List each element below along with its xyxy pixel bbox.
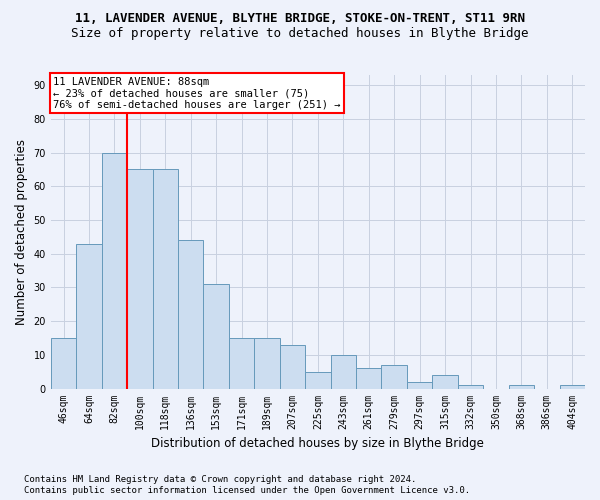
- Bar: [229, 338, 254, 388]
- Bar: [305, 372, 331, 388]
- Bar: [407, 382, 433, 388]
- Bar: [101, 152, 127, 388]
- Y-axis label: Number of detached properties: Number of detached properties: [15, 139, 28, 325]
- Text: Contains public sector information licensed under the Open Government Licence v3: Contains public sector information licen…: [24, 486, 470, 495]
- Bar: [178, 240, 203, 388]
- Bar: [560, 385, 585, 388]
- Text: Contains HM Land Registry data © Crown copyright and database right 2024.: Contains HM Land Registry data © Crown c…: [24, 475, 416, 484]
- Bar: [51, 338, 76, 388]
- Bar: [127, 170, 152, 388]
- Bar: [254, 338, 280, 388]
- Text: 11, LAVENDER AVENUE, BLYTHE BRIDGE, STOKE-ON-TRENT, ST11 9RN: 11, LAVENDER AVENUE, BLYTHE BRIDGE, STOK…: [75, 12, 525, 26]
- Bar: [433, 375, 458, 388]
- Bar: [76, 244, 101, 388]
- Bar: [356, 368, 382, 388]
- Bar: [152, 170, 178, 388]
- Bar: [509, 385, 534, 388]
- Text: Size of property relative to detached houses in Blythe Bridge: Size of property relative to detached ho…: [71, 28, 529, 40]
- Bar: [382, 365, 407, 388]
- X-axis label: Distribution of detached houses by size in Blythe Bridge: Distribution of detached houses by size …: [151, 437, 484, 450]
- Bar: [458, 385, 483, 388]
- Bar: [331, 355, 356, 388]
- Bar: [203, 284, 229, 389]
- Text: 11 LAVENDER AVENUE: 88sqm
← 23% of detached houses are smaller (75)
76% of semi-: 11 LAVENDER AVENUE: 88sqm ← 23% of detac…: [53, 76, 341, 110]
- Bar: [280, 344, 305, 389]
